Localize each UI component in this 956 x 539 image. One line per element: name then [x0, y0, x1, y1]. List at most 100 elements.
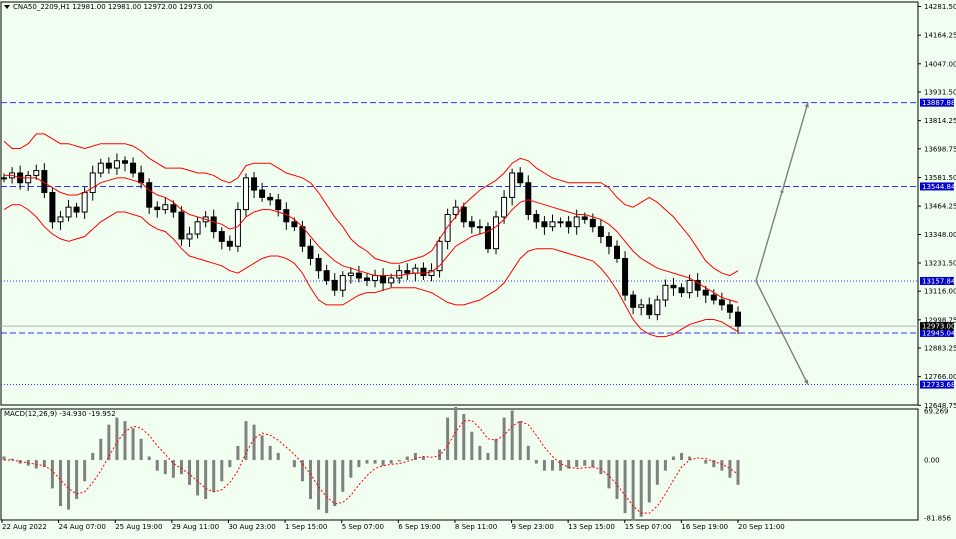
- time-tick-label: 9 Sep 23:00: [512, 523, 554, 531]
- candle-body: [251, 177, 258, 191]
- candle-body: [436, 240, 443, 272]
- time-tick-label: 13 Sep 15:00: [568, 523, 615, 531]
- price-tick-label: 12766.00: [924, 373, 956, 381]
- candle-body: [81, 192, 88, 213]
- macd-label: MACD(12,26,9) -34.930 -19.952: [4, 410, 116, 418]
- time-tick-label: 16 Sep 19:00: [681, 523, 728, 531]
- candle-body: [89, 172, 96, 194]
- bollinger-upper: [3, 133, 739, 277]
- candle-body: [242, 177, 249, 211]
- candle-body: [404, 270, 411, 274]
- candle-body: [654, 299, 661, 316]
- candle-body: [565, 221, 572, 228]
- price-tick-label: 13814.25: [924, 117, 956, 125]
- price-tick-label: 13464.25: [924, 203, 956, 211]
- candle-body: [323, 270, 330, 281]
- candle-body: [614, 245, 621, 259]
- projection-arrowhead: [803, 379, 809, 385]
- candle-body: [210, 216, 217, 233]
- candle-body: [170, 204, 177, 213]
- candle-body: [501, 196, 508, 218]
- candle-body: [33, 170, 40, 176]
- time-tick-label: 1 Sep 15:00: [285, 523, 327, 531]
- time-tick-label: 5 Sep 07:00: [342, 523, 384, 531]
- candle-body: [694, 279, 701, 291]
- candle-body: [549, 221, 556, 228]
- candle-body: [226, 240, 233, 247]
- candle-body: [646, 304, 653, 316]
- candle-body: [735, 311, 741, 327]
- level-label: 12733.68: [922, 381, 955, 389]
- level-label: 13887.88: [922, 99, 955, 107]
- projection-arrowhead: [804, 102, 809, 108]
- candle-body: [275, 199, 282, 211]
- level-label-box: [920, 328, 954, 337]
- candle-body: [509, 172, 516, 198]
- time-tick-label: 25 Aug 19:00: [115, 523, 162, 531]
- candle-body: [380, 275, 387, 284]
- candle-body: [121, 160, 128, 164]
- time-tick-label: 24 Aug 07:00: [59, 523, 106, 531]
- time-tick-label: 29 Aug 11:00: [172, 523, 219, 531]
- candle-body: [307, 245, 314, 259]
- candle-body: [138, 172, 145, 184]
- price-tick-label: 12648.75: [924, 402, 956, 410]
- candle-body: [105, 162, 112, 169]
- candle-body: [267, 196, 274, 201]
- level-label-box: [920, 98, 954, 107]
- time-tick-label: 8 Sep 11:00: [455, 523, 497, 531]
- candle-body: [154, 206, 161, 211]
- price-tick-label: 13581.50: [924, 174, 956, 182]
- symbol-menu-icon: [4, 5, 10, 9]
- candle-body: [388, 277, 395, 284]
- candle-body: [597, 226, 604, 237]
- candle-body: [428, 270, 435, 277]
- candle-body: [65, 206, 72, 218]
- candle-body: [130, 162, 137, 174]
- candle-body: [726, 304, 733, 313]
- projection-midpoint: [780, 190, 784, 194]
- candle-body: [484, 226, 491, 250]
- candle-body: [452, 206, 459, 215]
- level-label: 13157.84: [922, 277, 956, 285]
- candle-body: [25, 174, 32, 184]
- candle-body: [638, 304, 645, 308]
- price-tick-label: 14164.25: [924, 32, 956, 40]
- level-label-box: [920, 182, 954, 191]
- candle-body: [97, 162, 104, 174]
- candle-body: [573, 216, 580, 228]
- price-tick-label: 13698.75: [924, 145, 956, 153]
- macd-tick-label: 69.269: [924, 408, 949, 416]
- candle-body: [194, 221, 201, 235]
- bollinger-lower: [3, 204, 739, 338]
- time-tick-label: 15 Sep 07:00: [625, 523, 672, 531]
- candle-body: [581, 216, 588, 220]
- price-tick-label: 12883.25: [924, 345, 956, 353]
- candle-body: [557, 221, 564, 224]
- price-tick-label: 14047.00: [924, 60, 956, 68]
- bollinger-middle: [4, 174, 739, 303]
- candle-body: [396, 270, 403, 279]
- candle-body: [670, 284, 677, 289]
- price-tick-label: 13931.50: [924, 89, 956, 97]
- candle-body: [589, 218, 596, 228]
- candle-body: [662, 284, 669, 301]
- level-label: 13544.84: [922, 183, 956, 191]
- candle-body: [622, 257, 629, 296]
- candle-body: [444, 213, 451, 242]
- candle-body: [541, 221, 548, 228]
- candle-body: [420, 267, 427, 277]
- macd-tick-label: -81.856: [924, 515, 952, 523]
- time-tick-label: 30 Aug 23:00: [228, 523, 275, 531]
- level-label-box: [920, 276, 954, 285]
- candle-body: [468, 221, 475, 228]
- current-price-label: 12973.00: [922, 323, 955, 331]
- candle-body: [372, 275, 379, 281]
- candle-body: [218, 231, 225, 242]
- macd-signal-line: [4, 419, 739, 514]
- candle-body: [57, 216, 64, 223]
- candle-body: [517, 172, 524, 184]
- candle-body: [234, 209, 241, 247]
- candle-body: [73, 206, 80, 213]
